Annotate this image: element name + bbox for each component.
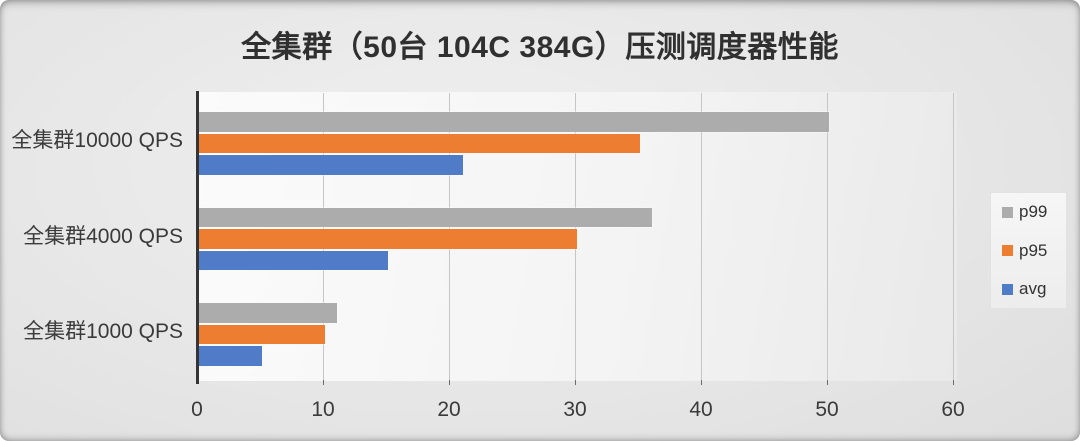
x-tick-label-50: 50 <box>815 398 839 421</box>
x-tick-40 <box>701 380 702 385</box>
y-axis-line <box>196 91 199 384</box>
bar-avg-category-0 <box>198 155 464 175</box>
x-tick-60 <box>953 380 954 385</box>
x-tick-50 <box>827 380 828 385</box>
bar-p95-category-2 <box>198 324 325 345</box>
x-tick-label-40: 40 <box>689 398 713 421</box>
bar-p99-category-1 <box>198 207 653 228</box>
gridline-60 <box>953 93 954 380</box>
x-tick-label-60: 60 <box>941 398 965 421</box>
x-tick-20 <box>449 380 450 385</box>
legend-swatch-p99 <box>1002 206 1013 218</box>
bar-p99-category-2 <box>198 303 338 323</box>
legend-item-avg: avg <box>1002 279 1062 299</box>
legend-label-p99: p99 <box>1019 202 1048 221</box>
x-tick-label-20: 20 <box>437 398 461 421</box>
legend: p99 p95 avg <box>990 192 1067 309</box>
category-label-0: 全集群10000 QPS <box>11 128 183 152</box>
x-tick-10 <box>323 380 324 385</box>
bar-p95-category-0 <box>198 133 640 153</box>
x-tick-label-10: 10 <box>311 398 335 421</box>
legend-item-p95: p95 <box>1002 241 1062 261</box>
gridline-50 <box>827 93 828 380</box>
bar-p99-category-0 <box>198 112 829 132</box>
x-tick-30 <box>575 380 576 385</box>
chart-title: 全集群（50台 104C 384G）压测调度器性能 <box>241 31 839 64</box>
gridline-40 <box>701 93 702 380</box>
category-label-2: 全集群1000 QPS <box>23 320 183 344</box>
bar-p95-category-1 <box>198 229 577 249</box>
legend-swatch-avg <box>1002 283 1013 295</box>
legend-label-p95: p95 <box>1019 240 1048 260</box>
x-tick-label-0: 0 <box>191 398 203 421</box>
x-tick-label-30: 30 <box>563 398 587 421</box>
category-label-1: 全集群4000 QPS <box>23 224 183 248</box>
legend-label-avg: avg <box>1019 279 1047 298</box>
bar-avg-category-1 <box>198 250 388 271</box>
bar-avg-category-2 <box>198 346 262 366</box>
legend-item-p99: p99 <box>1002 202 1062 222</box>
legend-swatch-p95 <box>1002 245 1013 256</box>
